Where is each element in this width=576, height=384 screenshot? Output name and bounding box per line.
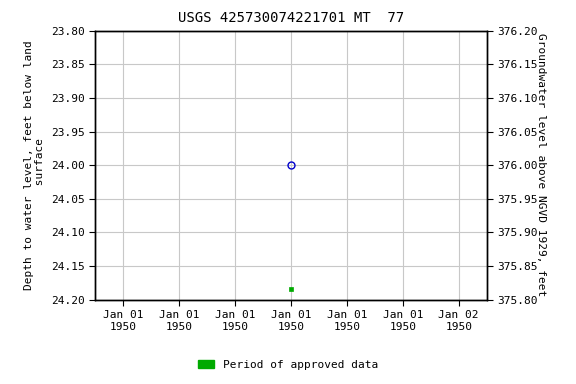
Y-axis label: Groundwater level above NGVD 1929, feet: Groundwater level above NGVD 1929, feet: [536, 33, 546, 297]
Title: USGS 425730074221701 MT  77: USGS 425730074221701 MT 77: [178, 12, 404, 25]
Y-axis label: Depth to water level, feet below land
 surface: Depth to water level, feet below land su…: [24, 40, 46, 290]
Legend: Period of approved data: Period of approved data: [193, 356, 383, 375]
